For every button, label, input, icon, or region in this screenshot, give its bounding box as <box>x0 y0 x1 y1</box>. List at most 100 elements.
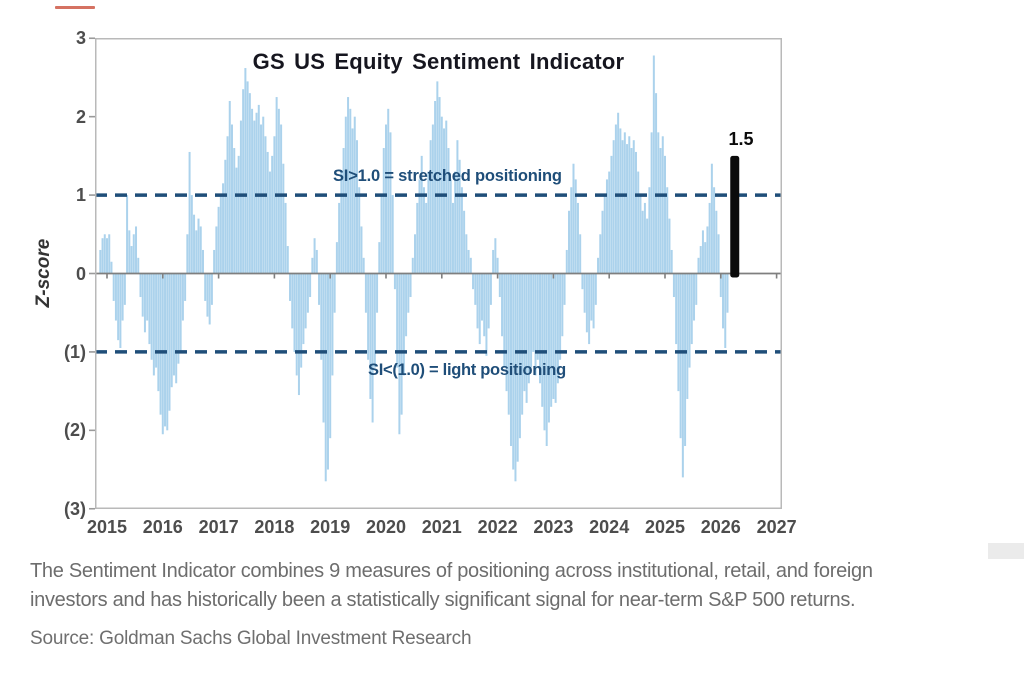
sentiment-bar <box>159 273 162 415</box>
sentiment-bar <box>208 273 211 325</box>
sentiment-bar <box>181 273 184 321</box>
latest-value-label: 1.5 <box>728 129 754 149</box>
sentiment-bar <box>289 273 292 301</box>
sentiment-bar <box>170 273 173 388</box>
sentiment-bar <box>458 159 461 274</box>
sentiment-bar <box>358 187 361 274</box>
sentiment-bar <box>362 257 365 274</box>
sentiment-bar <box>398 273 401 435</box>
sentiment-bar <box>103 234 106 274</box>
sentiment-bar <box>699 246 702 274</box>
sentiment-bar <box>554 273 557 403</box>
x-tick-label: 2023 <box>533 517 574 537</box>
sentiment-bar <box>420 155 423 274</box>
sentiment-bar <box>724 273 727 348</box>
sentiment-bar <box>612 140 615 274</box>
sentiment-bar <box>309 273 312 298</box>
sentiment-bar <box>637 171 640 274</box>
sentiment-bar <box>619 128 622 274</box>
sentiment-bar <box>570 187 573 274</box>
y-tick-label: 2 <box>75 106 86 127</box>
sentiment-bar <box>396 273 399 368</box>
sentiment-bar <box>530 273 533 368</box>
sentiment-bar <box>179 273 182 352</box>
sentiment-bar <box>293 273 296 352</box>
sentiment-bar <box>184 273 187 301</box>
sentiment-bar <box>141 273 144 317</box>
sentiment-bar <box>126 195 129 274</box>
sentiment-bar <box>476 273 479 329</box>
sentiment-bar <box>228 100 231 274</box>
sentiment-bar <box>199 226 202 274</box>
sentiment-bar <box>164 273 167 427</box>
sentiment-bar <box>353 116 356 274</box>
sentiment-bar <box>405 273 408 337</box>
sentiment-bar <box>646 218 649 274</box>
sentiment-bar <box>429 140 432 274</box>
sentiment-bar <box>445 120 448 274</box>
sentiment-bar <box>701 230 704 274</box>
sentiment-bar <box>378 242 381 274</box>
sentiment-bar <box>704 242 707 274</box>
sentiment-bar <box>652 55 655 274</box>
sentiment-bar <box>505 273 508 392</box>
sentiment-bar <box>260 124 263 274</box>
sentiment-bar <box>329 273 332 439</box>
sentiment-bar <box>496 257 499 274</box>
caption-line-2: investors and has historically been a st… <box>30 589 856 611</box>
sentiment-bar <box>210 273 213 305</box>
sentiment-bar <box>286 246 289 274</box>
sentiment-bar <box>565 249 568 274</box>
sentiment-bar <box>364 273 367 313</box>
sentiment-bar <box>385 124 387 274</box>
sentiment-bar <box>201 249 204 274</box>
sentiment-bar <box>451 202 454 274</box>
sentiment-bar <box>478 273 481 345</box>
sentiment-bar <box>106 238 108 274</box>
x-tick-label: 2018 <box>254 517 295 537</box>
sentiment-bar <box>371 273 374 423</box>
sentiment-bar <box>659 148 662 274</box>
sentiment-bar <box>300 273 303 368</box>
sentiment-bar <box>338 202 341 274</box>
sentiment-bar <box>387 108 390 274</box>
y-tick-label: 0 <box>75 263 86 284</box>
sentiment-bar <box>588 273 591 345</box>
sentiment-bar <box>677 273 680 392</box>
sentiment-bar <box>239 120 242 274</box>
sentiment-bar <box>664 155 666 274</box>
sentiment-bar <box>110 261 113 274</box>
sentiment-bar <box>326 273 329 470</box>
sentiment-bar <box>438 97 441 274</box>
sentiment-bar <box>681 273 684 478</box>
plot-area <box>89 37 782 510</box>
sentiment-bar <box>603 195 606 274</box>
sentiment-bar <box>400 273 403 415</box>
x-tick-label: 2027 <box>756 517 797 537</box>
sentiment-bar <box>188 151 191 274</box>
sentiment-bar <box>277 108 280 274</box>
sentiment-bar <box>333 273 336 313</box>
sentiment-bar <box>518 273 521 439</box>
latest-reading-bar <box>730 155 740 278</box>
sentiment-bar <box>572 163 575 274</box>
sentiment-bar <box>190 195 193 274</box>
sentiment-bar <box>527 273 530 384</box>
sentiment-bar <box>322 273 325 423</box>
sentiment-bar <box>409 273 412 298</box>
sentiment-bar <box>130 246 133 274</box>
sentiment-bar <box>425 202 428 274</box>
sentiment-bar <box>266 151 269 274</box>
sentiment-bar <box>282 163 285 274</box>
sentiment-bar <box>597 257 600 274</box>
red-dash-artifact <box>55 6 95 9</box>
sentiment-bar <box>650 132 653 274</box>
sentiment-bar <box>545 273 548 447</box>
sentiment-bar <box>112 273 115 301</box>
sentiment-bar <box>498 273 501 298</box>
threshold-annotation-light: SI<(1.0) = light positioning <box>368 361 566 379</box>
sentiment-bar <box>621 140 624 274</box>
sentiment-bar <box>661 136 664 274</box>
x-tick-label: 2021 <box>421 517 462 537</box>
sentiment-bar <box>306 273 309 313</box>
